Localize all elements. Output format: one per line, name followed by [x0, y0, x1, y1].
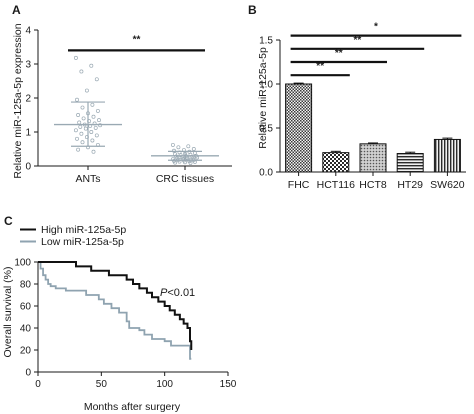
panel-b-x-tick-label: FHC [288, 179, 310, 191]
panel-a-ylabel: Relative miR-125a-5p expression [12, 23, 24, 178]
panel-a-data-point [73, 55, 78, 60]
panel-c-survival-chart: Overall survival (%) Months after surger… [2, 224, 237, 413]
panel-a-data-point [81, 116, 86, 121]
panel-a-data-point [95, 108, 100, 113]
panel-b-significance-label: ** [335, 48, 343, 59]
panel-a-data-point [91, 149, 96, 154]
panel-a-data-point [78, 124, 83, 129]
panel-a-data-point [75, 97, 79, 102]
panel-b-x-tick-label: HCT116 [317, 179, 355, 191]
panel-c-y-tick-label: 40 [20, 324, 32, 335]
panel-b-bar-chart: Relative miR-125a-5p 0.0 0.5 1.0 1.5 FHC HCT1… [257, 22, 466, 191]
panel-b-y-tick-label: 0.5 [259, 124, 273, 135]
panel-a-significance-label: ** [133, 34, 141, 45]
panel-a-data-point [76, 147, 81, 152]
panel-a-data-point [79, 69, 84, 74]
panel-c-survival-curve [38, 261, 193, 350]
panel-a-y-tick-label: 2 [25, 94, 31, 105]
panel-c-ylabel: Overall survival (%) [2, 266, 14, 357]
panel-c-x-tick-label: 50 [96, 379, 108, 390]
panel-a-data-point [75, 136, 79, 141]
panel-a-data-point [173, 160, 178, 165]
panel-a-data-point [172, 148, 176, 153]
panel-a-data-point [73, 128, 78, 133]
panel-c-legend-label: Low miR-125a-5p [41, 236, 124, 248]
panel-a-data-point [90, 138, 95, 143]
panel-a-data-point [94, 77, 99, 82]
panel-a-data-point [84, 88, 89, 93]
panel-a-data-point [80, 140, 85, 145]
panel-a-y-tick-label: 0 [25, 162, 31, 173]
panel-a-y-tick-label: 4 [25, 26, 31, 37]
panel-b-y-tick-label: 1.5 [259, 36, 273, 47]
panel-a-data-point [188, 160, 193, 165]
panel-a-data-point [191, 147, 196, 151]
panel-a-data-point [176, 145, 181, 150]
panel-a-data-point [97, 118, 101, 123]
panel-c-y-tick-label: 80 [20, 280, 32, 291]
panel-a-data-point [79, 131, 84, 136]
panel-b-significance-label: * [374, 22, 378, 33]
panel-a-y-tick-label: 3 [25, 60, 31, 71]
panel-b-significance-label: ** [316, 61, 324, 72]
panel-a-x-tick-label: ANTs [75, 173, 100, 185]
panel-label-c: C [4, 214, 13, 228]
panel-c-xlabel: Months after surgery [84, 401, 181, 413]
panel-c-y-tick-label: 20 [20, 346, 32, 357]
panel-a-data-point [91, 114, 96, 119]
panel-b-y-tick-label: 1.0 [259, 80, 273, 91]
panel-c-survival-curve [38, 261, 192, 360]
panel-c-y-tick-label: 60 [20, 302, 32, 313]
panel-a-data-point [77, 120, 82, 125]
panel-b-x-tick-label: SW620 [430, 179, 465, 191]
panel-a-data-point [89, 130, 94, 134]
panel-b-bar [322, 152, 350, 173]
panel-a-scatter-chart: Relative miR-125a-5p expression 0 1 2 3 4 ANT… [12, 23, 232, 185]
panel-b-bar [285, 83, 313, 173]
panel-c-p-value: P<0.01 [160, 287, 195, 299]
panel-c-x-tick-label: 0 [35, 379, 41, 390]
panel-b-significance-label: ** [354, 35, 362, 46]
panel-a-data-point [83, 126, 88, 131]
panel-c-x-tick-label: 100 [156, 379, 173, 390]
panel-c-legend-label: High miR-125a-5p [41, 224, 126, 236]
panel-a-data-point [76, 113, 81, 117]
panel-b-bar [359, 143, 387, 173]
panel-c-y-tick-label: 100 [14, 258, 31, 269]
panel-b-bar [396, 153, 424, 173]
panel-b-y-tick-label: 0.0 [259, 168, 273, 179]
panel-a-data-point [80, 105, 85, 110]
panel-b-ylabel: Relative miR-125a-5p [257, 47, 269, 149]
panel-b-x-tick-label: HCT8 [359, 179, 387, 191]
panel-a-data-point [93, 125, 98, 130]
panel-c-x-tick-label: 150 [220, 379, 237, 390]
panel-a-data-point [89, 63, 94, 68]
panel-label-a: A [12, 3, 21, 17]
panel-a-data-point [170, 142, 175, 147]
panel-a-data-point [90, 102, 95, 107]
panel-b-bar [433, 138, 461, 173]
panel-b-x-tick-label: HT29 [397, 179, 423, 191]
panel-a-data-point [94, 133, 99, 138]
panel-label-b: B [248, 3, 257, 17]
panel-a-y-tick-label: 1 [25, 128, 31, 139]
panel-c-y-tick-label: 0 [25, 368, 31, 379]
panel-a-x-tick-label: CRC tissues [156, 173, 214, 185]
panel-a-data-point [186, 144, 191, 149]
